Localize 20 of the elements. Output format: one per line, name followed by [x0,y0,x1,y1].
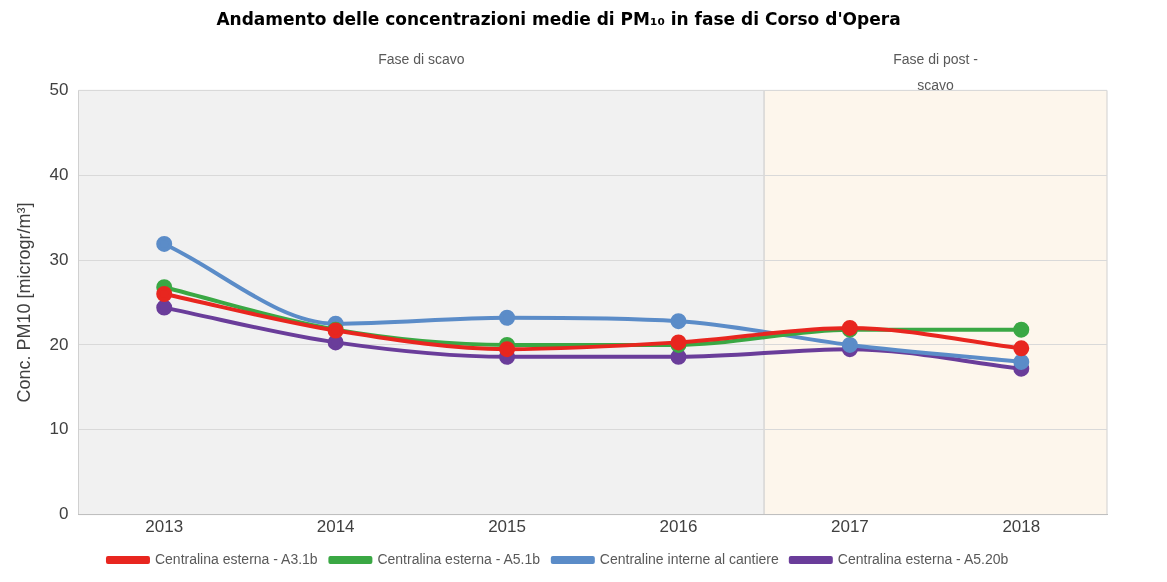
band-label: Fase di post - scavo [893,51,979,94]
legend-label: Centralina esterna - A5.1b [377,550,541,567]
y-axis-title: Conc. PM10 [microgr/m³] [13,202,34,403]
y-tick-label: 40 [49,164,69,184]
legend-label: Centralina esterna - A3.1b [154,550,318,567]
y-tick-label: 0 [59,504,69,524]
x-tick-label: 2017 [830,517,869,537]
y-tick-label: 30 [49,249,69,269]
legend-label: Centralina esterna - A5.20b [837,550,1009,567]
x-tick-label: 2015 [488,517,526,537]
y-tick-label: 20 [49,334,69,354]
y-tick-label: 50 [49,80,69,100]
x-tick-label: 2018 [1002,517,1041,537]
y-tick-label: 10 [49,419,69,439]
x-tick-label: 2013 [145,517,184,537]
legend-label: Centraline interne al cantiere [599,550,780,567]
x-tick-label: 2014 [316,517,355,537]
chart-title: Andamento delle concentrazioni medie di PM₁₀ in fase di Corso d'Opera [216,8,901,29]
band-label: Fase di scavo [378,51,465,68]
x-tick-label: 2016 [659,517,698,537]
